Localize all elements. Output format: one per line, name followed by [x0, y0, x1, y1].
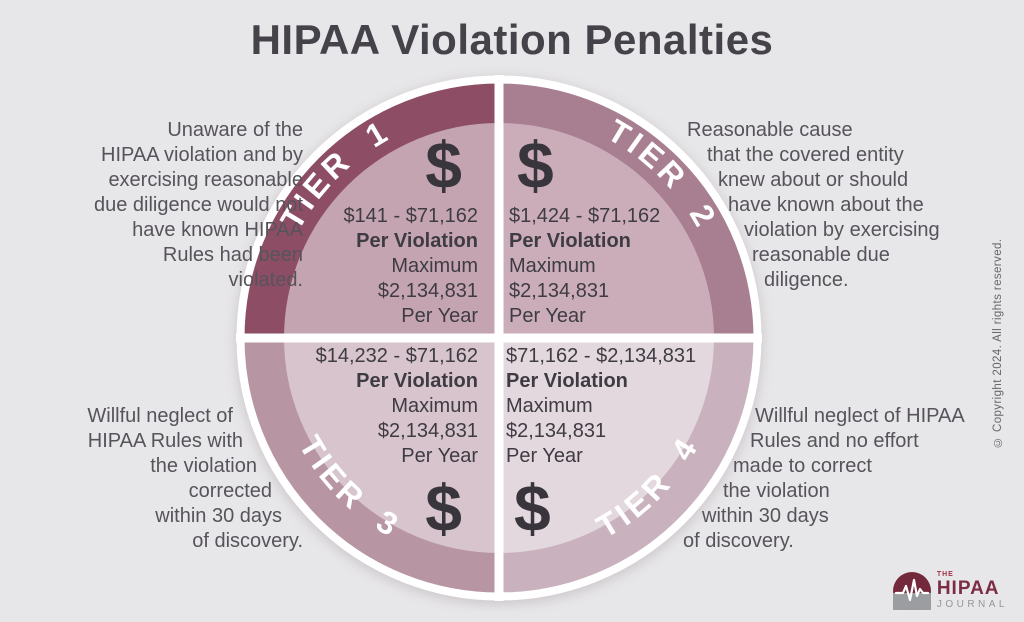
- tier1-penalty-block: $ $141 - $71,162 Per Violation Maximum $2,1…: [343, 126, 478, 329]
- tier4-description: Willful neglect of HIPAA Rules and no eff…: [683, 405, 965, 552]
- heartbeat-circle-icon: [892, 571, 931, 610]
- logo-journal-text: JOURNAL: [936, 599, 1008, 610]
- logo-hipaa-text: HIPAA: [936, 578, 1000, 599]
- tier3-sector: [284, 338, 499, 553]
- tier4-dollar-icon: $: [514, 471, 551, 545]
- tier2-description: Reasonable cause that the covered entity k…: [687, 119, 940, 291]
- tier3-penalty-lines: $14,232 - $71,162 Per Violation Maximum $2,…: [315, 345, 478, 467]
- tier1-sector: [284, 123, 499, 338]
- tier1-penalty-lines: $141 - $71,162 Per Violation Maximum $2,134…: [343, 205, 478, 327]
- tier1-dollar-icon: $: [425, 128, 462, 202]
- tier2-sector: [499, 123, 714, 338]
- tier3-description: Willful neglect of HIPAA Rules with the vi…: [87, 405, 303, 552]
- logo-wordmark: THE HIPAA JOURNAL: [937, 571, 1008, 610]
- tier2-dollar-icon: $: [517, 128, 554, 202]
- tier2-penalty-block: $ $1,424 - $71,162 Per Violation Maximum $2…: [509, 126, 660, 329]
- hipaa-journal-logo: THE HIPAA JOURNAL: [892, 571, 1008, 610]
- logo-the-text: THE: [936, 571, 954, 578]
- tier4-penalty-block: $71,162 - $2,134,831 Per Violation Maximum…: [506, 344, 696, 547]
- tier1-description: Unaware of the HIPAA violation and by exer…: [93, 119, 303, 291]
- tier3-penalty-block: $14,232 - $71,162 Per Violation Maximum $2,…: [316, 344, 478, 547]
- page-title: HIPAA Violation Penalties: [250, 16, 774, 63]
- tier4-penalty-lines: $71,162 - $2,134,831 Per Violation Maximum…: [506, 345, 697, 467]
- copyright-notice: © Copyright 2024. All rights reserved.: [992, 238, 1004, 448]
- tier2-penalty-lines: $1,424 - $71,162 Per Violation Maximum $2,1…: [509, 205, 661, 327]
- outer-ring: [236, 75, 762, 601]
- tier3-dollar-icon: $: [425, 471, 462, 545]
- tier4-sector: [499, 338, 714, 553]
